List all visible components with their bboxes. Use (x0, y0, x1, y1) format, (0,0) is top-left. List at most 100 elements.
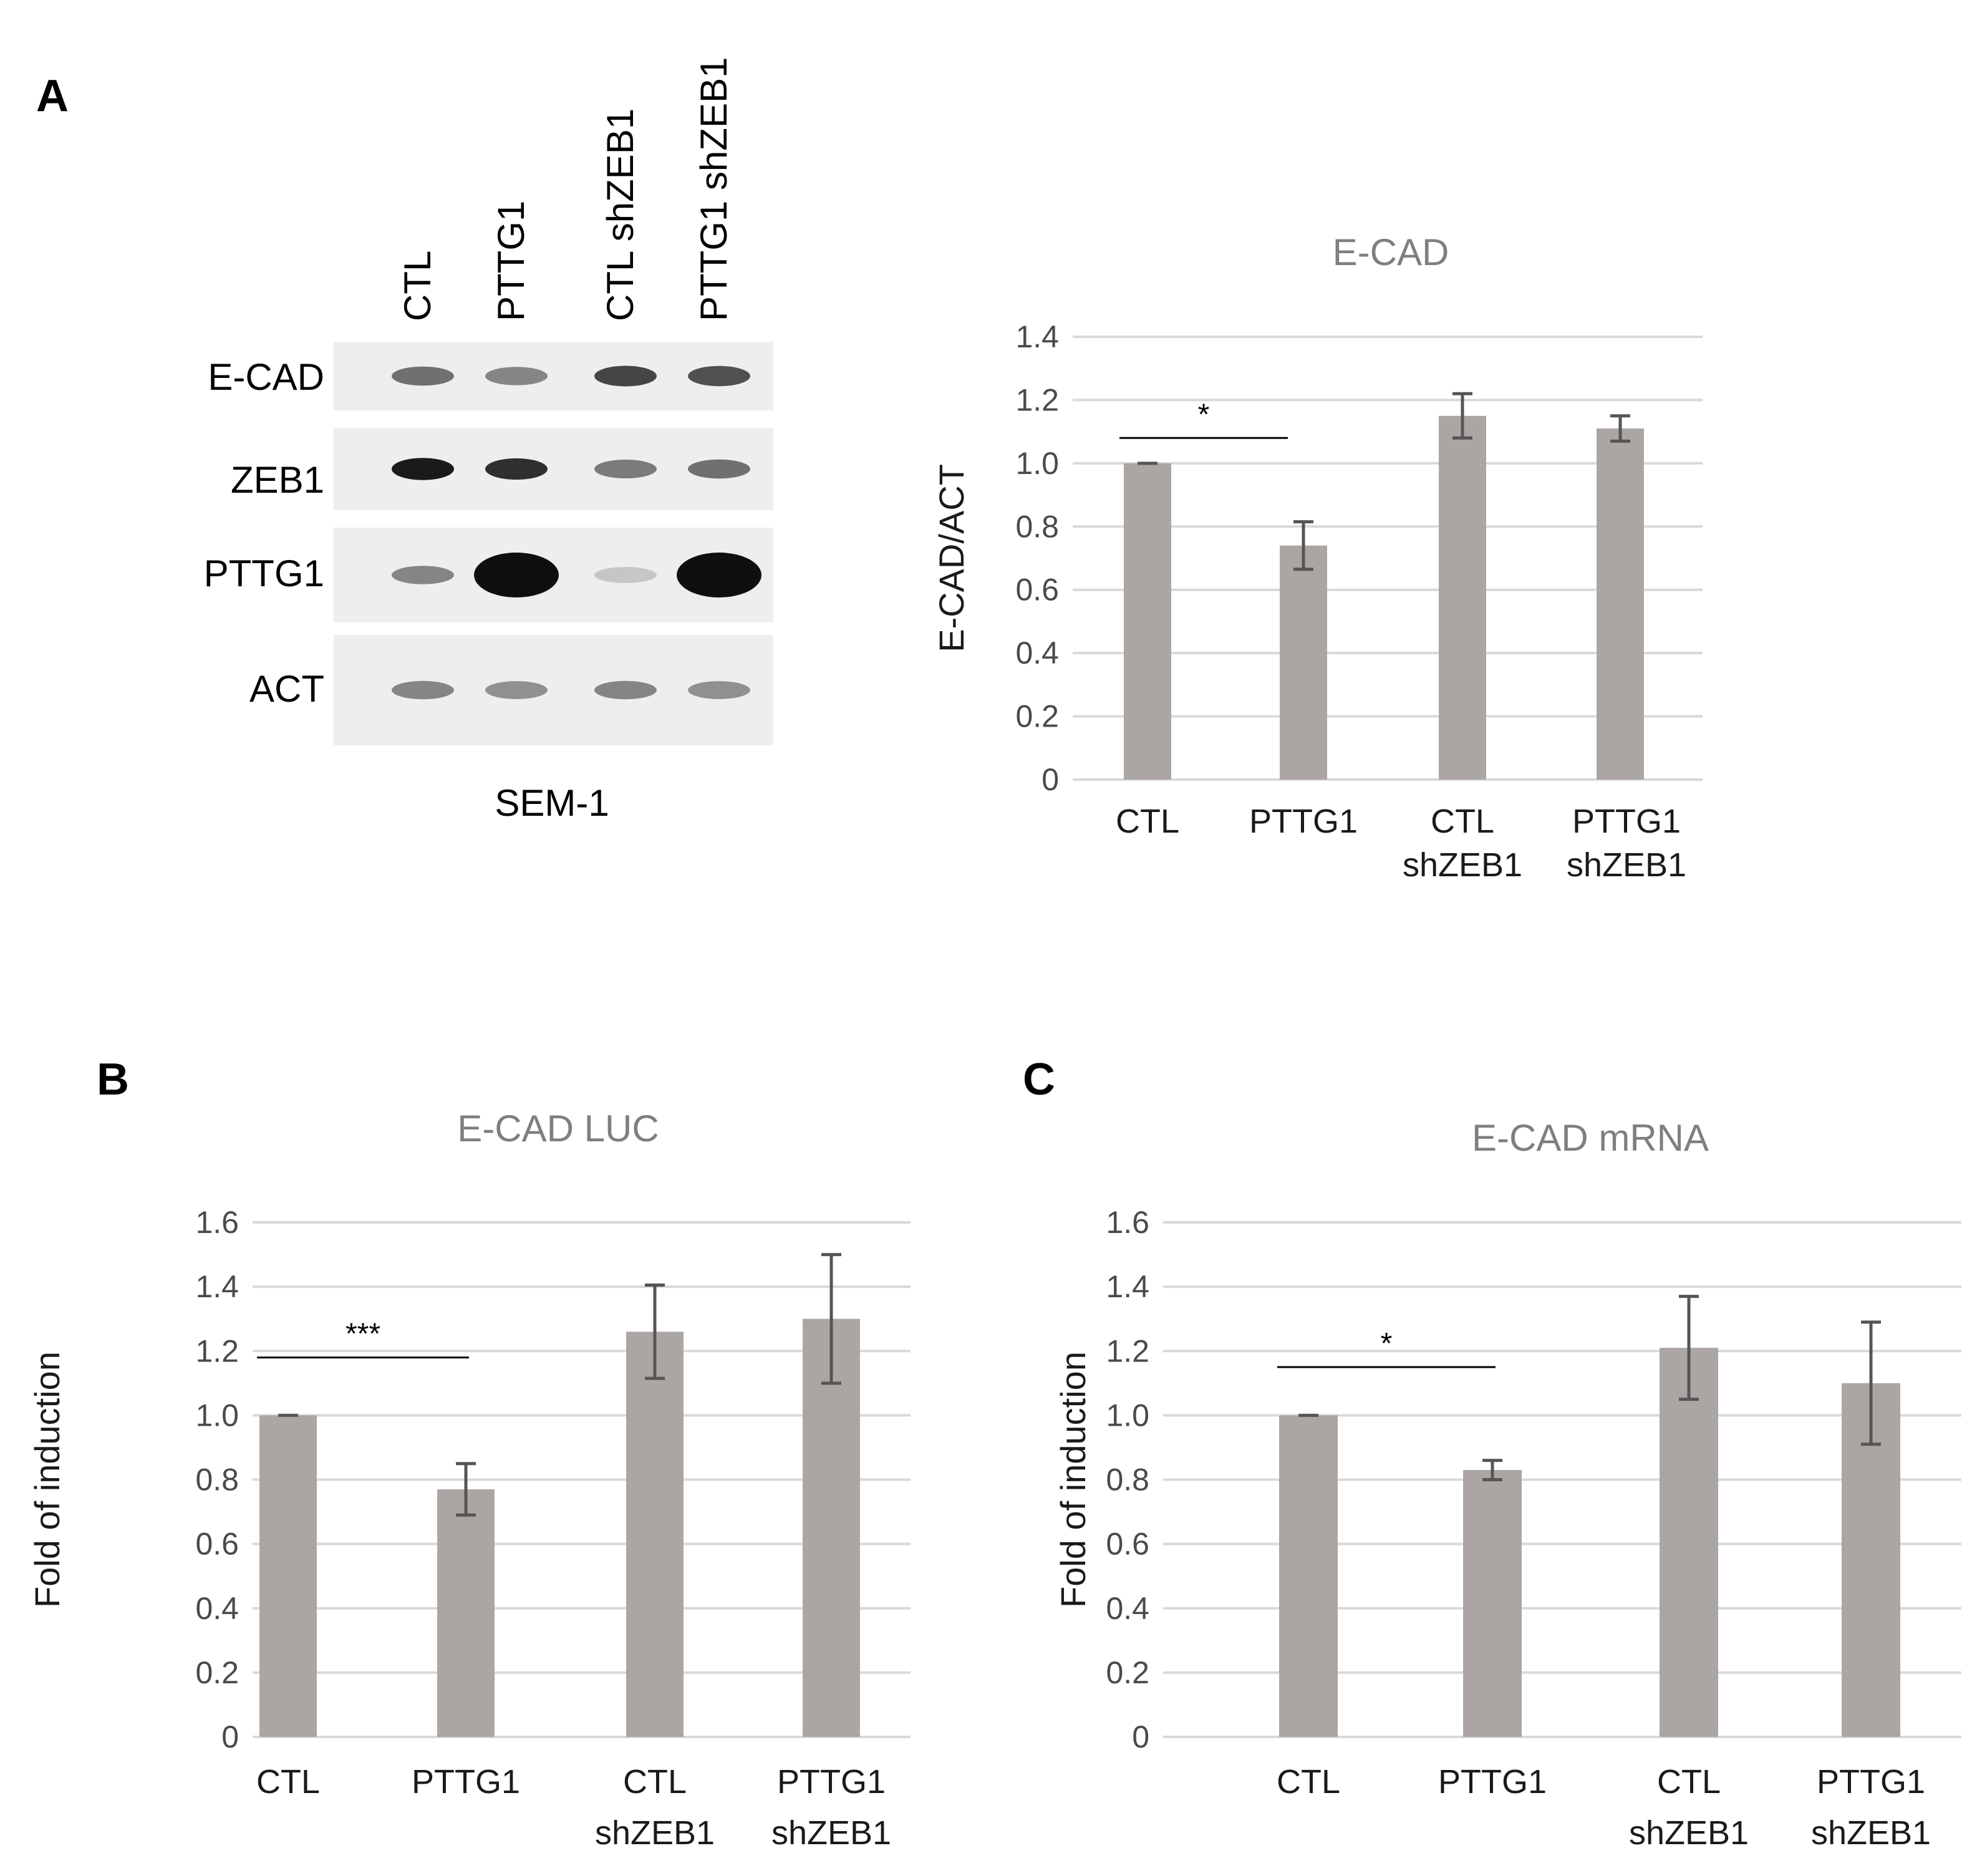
x-category-label: CTL (1116, 803, 1179, 840)
bar (1660, 1348, 1718, 1737)
y-tick-label: 0 (1041, 762, 1059, 797)
bar (1463, 1470, 1522, 1737)
blot-cell-line: SEM-1 (495, 782, 609, 824)
error-bar (1482, 1459, 1502, 1481)
y-tick-label: 0 (1132, 1719, 1149, 1754)
y-tick-label: 1.6 (195, 1205, 239, 1240)
blot-band (485, 681, 548, 699)
x-category-label: PTTG1 (1572, 803, 1681, 840)
error-bar (821, 1253, 841, 1385)
error-bar (456, 1462, 476, 1517)
significance-label: *** (346, 1318, 380, 1351)
y-tick-label: 1.0 (1015, 446, 1059, 481)
blot-band (474, 553, 559, 597)
chart-title: E-CAD (1333, 231, 1449, 273)
y-axis-title: E-CAD/ACT (932, 464, 971, 652)
y-tick-label: 1.0 (195, 1398, 239, 1433)
y-tick-label: 1.2 (1106, 1333, 1149, 1368)
x-category-label: CTL (1657, 1763, 1721, 1801)
y-tick-label: 0.6 (1106, 1527, 1149, 1562)
blot-band (688, 459, 750, 479)
blot-band (688, 681, 750, 699)
blot-row-label: E-CAD (208, 356, 324, 398)
bar (1279, 1415, 1338, 1737)
y-tick-label: 0.8 (195, 1463, 239, 1497)
x-category-label: PTTG1 (1438, 1763, 1547, 1801)
bar (1280, 545, 1327, 780)
y-tick-label: 0.2 (195, 1655, 239, 1690)
y-tick-label: 0.4 (195, 1591, 239, 1626)
bar (1439, 415, 1486, 780)
blot-band (594, 365, 657, 387)
y-tick-label: 1.4 (195, 1269, 239, 1304)
chart-e-cad-mrna: E-CAD mRNA 0 0.2 0.4 0.6 0.8 1.0 1.2 1.4 1.6 Fold … (1053, 1117, 1961, 1852)
blot-lane-label: PTTG1 (490, 201, 532, 321)
panel-letter-a: A (36, 71, 69, 121)
x-category-label: shZEB1 (771, 1814, 891, 1852)
chart-title: E-CAD LUC (457, 1108, 659, 1149)
y-tick-label: 1.4 (1015, 319, 1059, 354)
error-bar (1610, 414, 1630, 443)
blot-band (594, 567, 657, 583)
y-tick-label: 0.8 (1106, 1463, 1149, 1497)
y-tick-label: 0.6 (1015, 573, 1059, 607)
bar (259, 1415, 317, 1737)
x-category-label: shZEB1 (1629, 1814, 1749, 1852)
y-tick-label: 1.0 (1106, 1398, 1149, 1433)
error-bar (645, 1284, 665, 1380)
y-axis-title: Fold of induction (1053, 1351, 1093, 1608)
blot-band (688, 365, 750, 387)
x-category-label: shZEB1 (1403, 846, 1522, 884)
bar (803, 1318, 860, 1737)
y-tick-label: 0 (221, 1719, 239, 1754)
panel-letter-c: C (1023, 1055, 1055, 1105)
error-bar (1293, 520, 1313, 571)
x-category-label: CTL (1431, 803, 1494, 840)
y-tick-label: 0.4 (1106, 1591, 1149, 1626)
y-tick-label: 1.2 (1015, 382, 1059, 417)
x-category-label: PTTG1 (777, 1763, 886, 1801)
bar (1597, 428, 1644, 780)
x-category-label: PTTG1 (1817, 1763, 1925, 1801)
x-category-label: shZEB1 (1567, 846, 1686, 884)
x-category-label: PTTG1 (1249, 803, 1358, 840)
y-tick-label: 1.6 (1106, 1205, 1149, 1240)
bar (437, 1489, 495, 1737)
y-tick-label: 0.8 (1015, 509, 1059, 544)
blot-lane-label: PTTG1 shZEB1 (693, 57, 735, 321)
y-tick-label: 0.4 (1015, 636, 1059, 670)
blot-band (677, 553, 761, 597)
blot-band (392, 458, 454, 480)
x-category-label: CTL (256, 1763, 320, 1801)
blot-band (594, 460, 657, 478)
bar (1124, 463, 1171, 780)
blot-band (392, 366, 454, 386)
significance-label: * (1198, 398, 1210, 431)
x-category-label: shZEB1 (1811, 1814, 1931, 1852)
chart-title: E-CAD mRNA (1472, 1117, 1709, 1159)
panel-letter-b: B (97, 1055, 129, 1105)
error-bar (1452, 392, 1472, 440)
blot-lane-label: CTL (397, 251, 438, 321)
y-tick-label: 0.6 (195, 1527, 239, 1562)
x-category-label: CTL (623, 1763, 687, 1801)
bar (626, 1332, 684, 1737)
blot-band (392, 680, 454, 700)
chart-e-cad: E-CAD 0 0.2 0.4 0.6 0.8 1.0 1.2 1.4 E-CAD/ACT CTL P… (932, 231, 1703, 884)
blot-band (594, 680, 657, 700)
x-category-label: PTTG1 (412, 1763, 520, 1801)
blot-row-label: PTTG1 (204, 553, 324, 594)
error-bar (1861, 1320, 1881, 1446)
y-tick-label: 0.2 (1106, 1655, 1149, 1690)
blot-lane-label: CTL shZEB1 (599, 109, 641, 321)
y-tick-label: 0.2 (1015, 699, 1059, 734)
x-category-label: CTL (1277, 1763, 1340, 1801)
y-axis-title: Fold of induction (27, 1351, 67, 1608)
blot-band (485, 458, 548, 480)
blot-band (485, 367, 548, 385)
significance-label: * (1381, 1327, 1393, 1360)
blot-row-label: ACT (249, 668, 324, 710)
x-category-label: shZEB1 (595, 1814, 715, 1852)
error-bar (1679, 1295, 1699, 1401)
